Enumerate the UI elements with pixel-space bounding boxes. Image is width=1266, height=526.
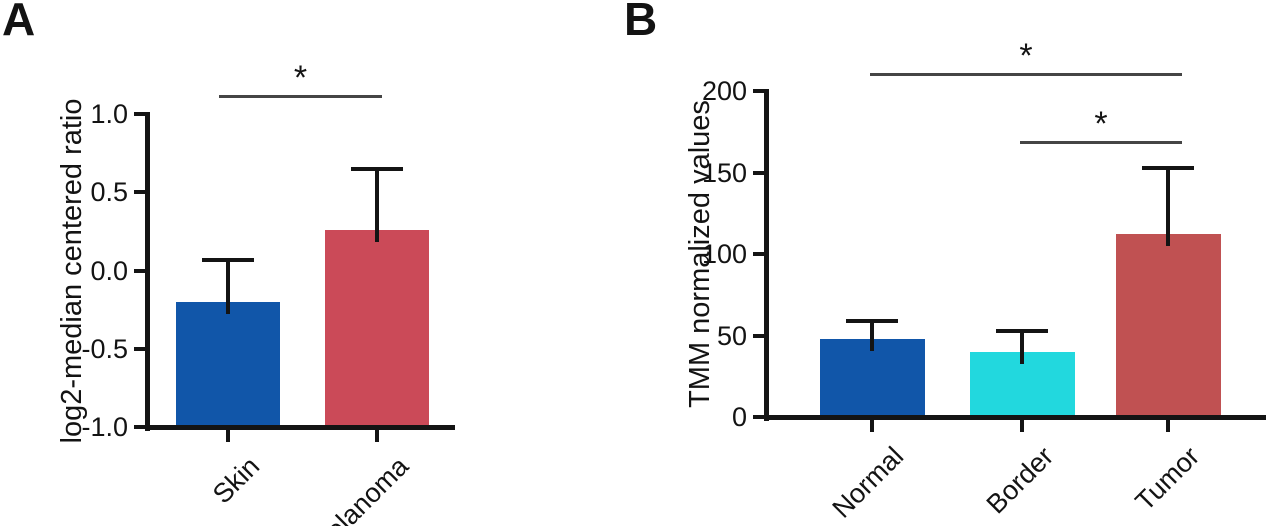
significance-star: * xyxy=(1019,37,1033,75)
y-tick xyxy=(134,190,145,195)
y-tick-label: 0 xyxy=(731,402,747,432)
significance-star: * xyxy=(1094,105,1108,143)
panel-b-letter: B xyxy=(624,0,659,45)
y-axis-line xyxy=(764,89,769,421)
significance-line xyxy=(219,95,382,98)
significance-line xyxy=(870,73,1182,76)
error-bar-cap xyxy=(351,166,403,171)
x-tick xyxy=(870,420,874,432)
x-tick-label: Skin xyxy=(206,451,266,510)
bar-melanoma xyxy=(325,229,429,427)
y-tick-label: 100 xyxy=(701,239,747,269)
error-bar-line xyxy=(870,320,874,351)
y-tick-label: -1.0 xyxy=(81,412,128,442)
x-tick-label: Border xyxy=(980,441,1060,520)
significance-star: * xyxy=(293,59,308,97)
error-bar-cap xyxy=(846,318,898,323)
bar-skin xyxy=(176,301,280,427)
y-tick xyxy=(134,425,145,429)
x-tick-label: Normal xyxy=(826,441,910,524)
error-bar-line xyxy=(1020,330,1024,364)
error-bar-cap xyxy=(202,257,254,262)
y-tick-label: 0.0 xyxy=(90,255,128,286)
error-bar-line xyxy=(375,168,379,242)
significance-line xyxy=(1020,141,1182,144)
y-tick xyxy=(753,170,764,175)
bar-normal xyxy=(819,338,925,417)
y-tick xyxy=(753,415,764,419)
error-bar-cap xyxy=(1142,165,1194,170)
y-tick xyxy=(134,346,145,351)
x-axis-line xyxy=(764,415,1266,420)
y-axis-line xyxy=(145,112,150,431)
x-tick xyxy=(1020,420,1024,432)
x-tick xyxy=(1166,420,1170,432)
y-tick xyxy=(753,89,764,93)
panel-a-letter: A xyxy=(2,0,37,45)
y-tick xyxy=(753,333,764,338)
y-tick xyxy=(134,268,145,273)
x-tick xyxy=(226,430,230,442)
x-tick-label: Melanoma xyxy=(303,451,415,526)
x-axis-line xyxy=(145,425,455,430)
y-tick-label: 1.0 xyxy=(90,99,128,129)
y-tick xyxy=(134,112,145,116)
y-tick-label: 0.5 xyxy=(90,177,128,208)
bar-tumor xyxy=(1115,234,1221,417)
x-tick-label: Tumor xyxy=(1129,441,1206,517)
error-bar-line xyxy=(226,259,230,314)
error-bar-cap xyxy=(996,328,1048,333)
x-tick xyxy=(375,430,379,442)
error-bar-line xyxy=(1166,167,1170,247)
y-tick-label: 150 xyxy=(701,157,747,188)
y-tick-label: 200 xyxy=(701,76,747,106)
y-tick-label: 50 xyxy=(716,320,747,351)
y-tick-label: -0.5 xyxy=(81,333,128,364)
y-tick xyxy=(753,252,764,256)
